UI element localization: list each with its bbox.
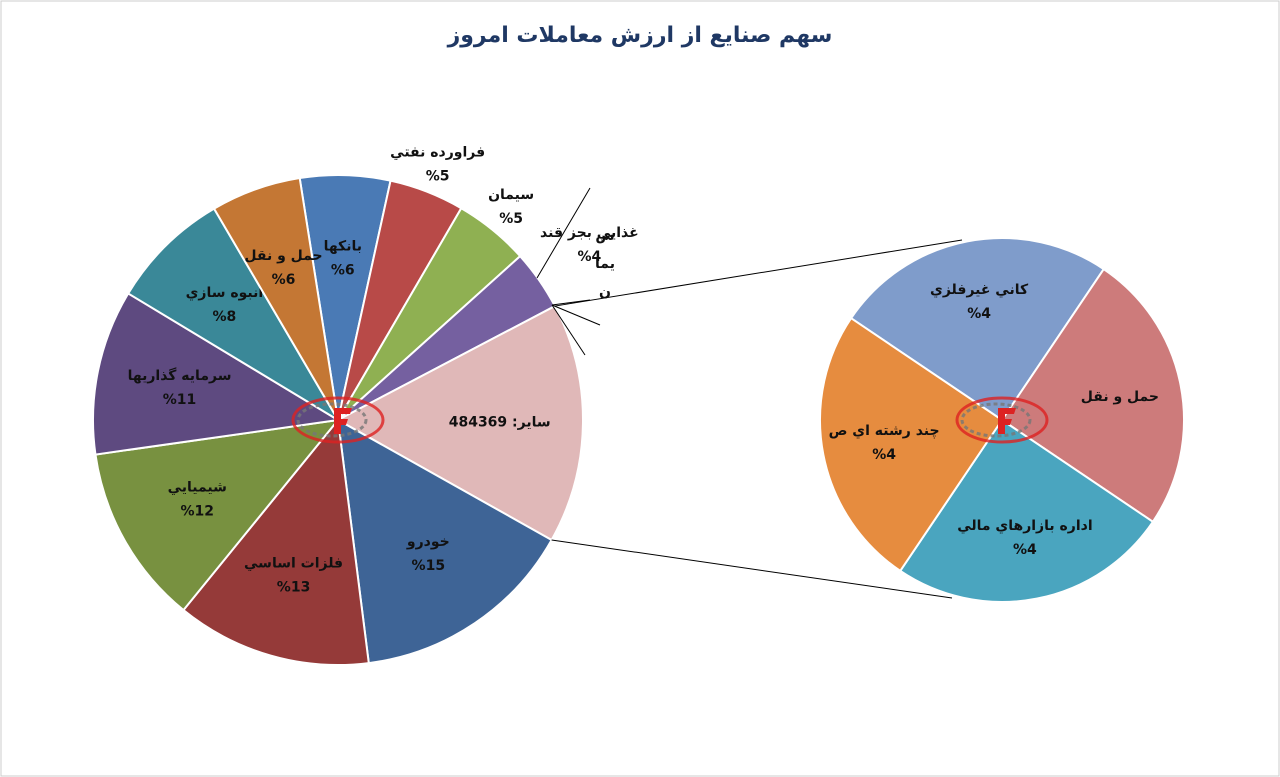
slice-value-label: %4	[577, 249, 601, 265]
slice-value-label: %8	[212, 309, 236, 325]
slice-value-label: %5	[499, 211, 523, 227]
slice-value-label: %12	[180, 504, 214, 520]
connector-line	[554, 239, 963, 307]
slice-label: خودرو	[406, 534, 450, 550]
logo-ring	[291, 396, 385, 444]
annotation: ن	[599, 284, 611, 300]
pie-slice	[819, 316, 1004, 573]
slice-label: فلزات اساسي	[244, 555, 343, 571]
connector-line	[551, 539, 953, 599]
pie-slice	[212, 176, 339, 421]
pie-slice	[1000, 267, 1185, 524]
logo-ring	[960, 402, 1032, 438]
slice-label: چند رشته اي ص	[829, 423, 940, 440]
slice-value-label: %6	[331, 262, 355, 278]
slice-label: انبوه سازي	[186, 285, 264, 302]
slice-value-label: %15	[412, 558, 446, 574]
slice-label: ساير: 484369	[449, 414, 551, 430]
slice-value-label: %5	[426, 168, 450, 184]
slice-label: فراورده نفتي	[390, 144, 485, 160]
pie-slice	[126, 207, 339, 421]
chart-title: سهم صنايع از ارزش معاملات امروز	[447, 23, 833, 48]
slice-label: غذايي بجز قند	[540, 225, 639, 241]
slice-label: بانکها	[324, 238, 362, 254]
slice-label: سيمان	[488, 187, 534, 203]
logo-mark	[334, 408, 352, 434]
annotation: يما	[595, 256, 615, 272]
slice-label: شيميايي	[168, 480, 227, 496]
slice-value-label: %11	[163, 392, 197, 408]
leader-line	[551, 304, 601, 326]
slice-value-label: %4	[1013, 542, 1037, 558]
slice-value-label: %4	[967, 306, 991, 322]
pie-slice	[335, 304, 584, 542]
pie-slice	[336, 418, 553, 665]
logo-ring	[296, 402, 368, 438]
slice-value-label: %13	[277, 579, 311, 595]
annotation: س	[595, 228, 614, 244]
slice-label: سرمايه گذاريها	[128, 367, 232, 384]
slice-value-label: %6	[272, 272, 296, 288]
pie-slice	[898, 418, 1155, 603]
logo-ring	[955, 396, 1049, 444]
pie-slice	[94, 418, 341, 612]
pie-slice	[182, 417, 370, 666]
leader-line	[551, 299, 591, 306]
pie-slice	[849, 237, 1106, 422]
slice-label: اداره بازارهاي مالي	[957, 518, 1092, 535]
slice-value-label: %4	[872, 447, 896, 463]
leader-line	[536, 187, 591, 279]
slice-label: کاني غيرفلزي	[930, 282, 1029, 299]
leader-line	[551, 304, 586, 356]
slice-label: حمل و نقل	[244, 248, 322, 264]
slice-label: حمل و نقل	[1081, 389, 1159, 405]
logo-mark	[998, 408, 1016, 434]
pie-slice	[92, 292, 341, 456]
